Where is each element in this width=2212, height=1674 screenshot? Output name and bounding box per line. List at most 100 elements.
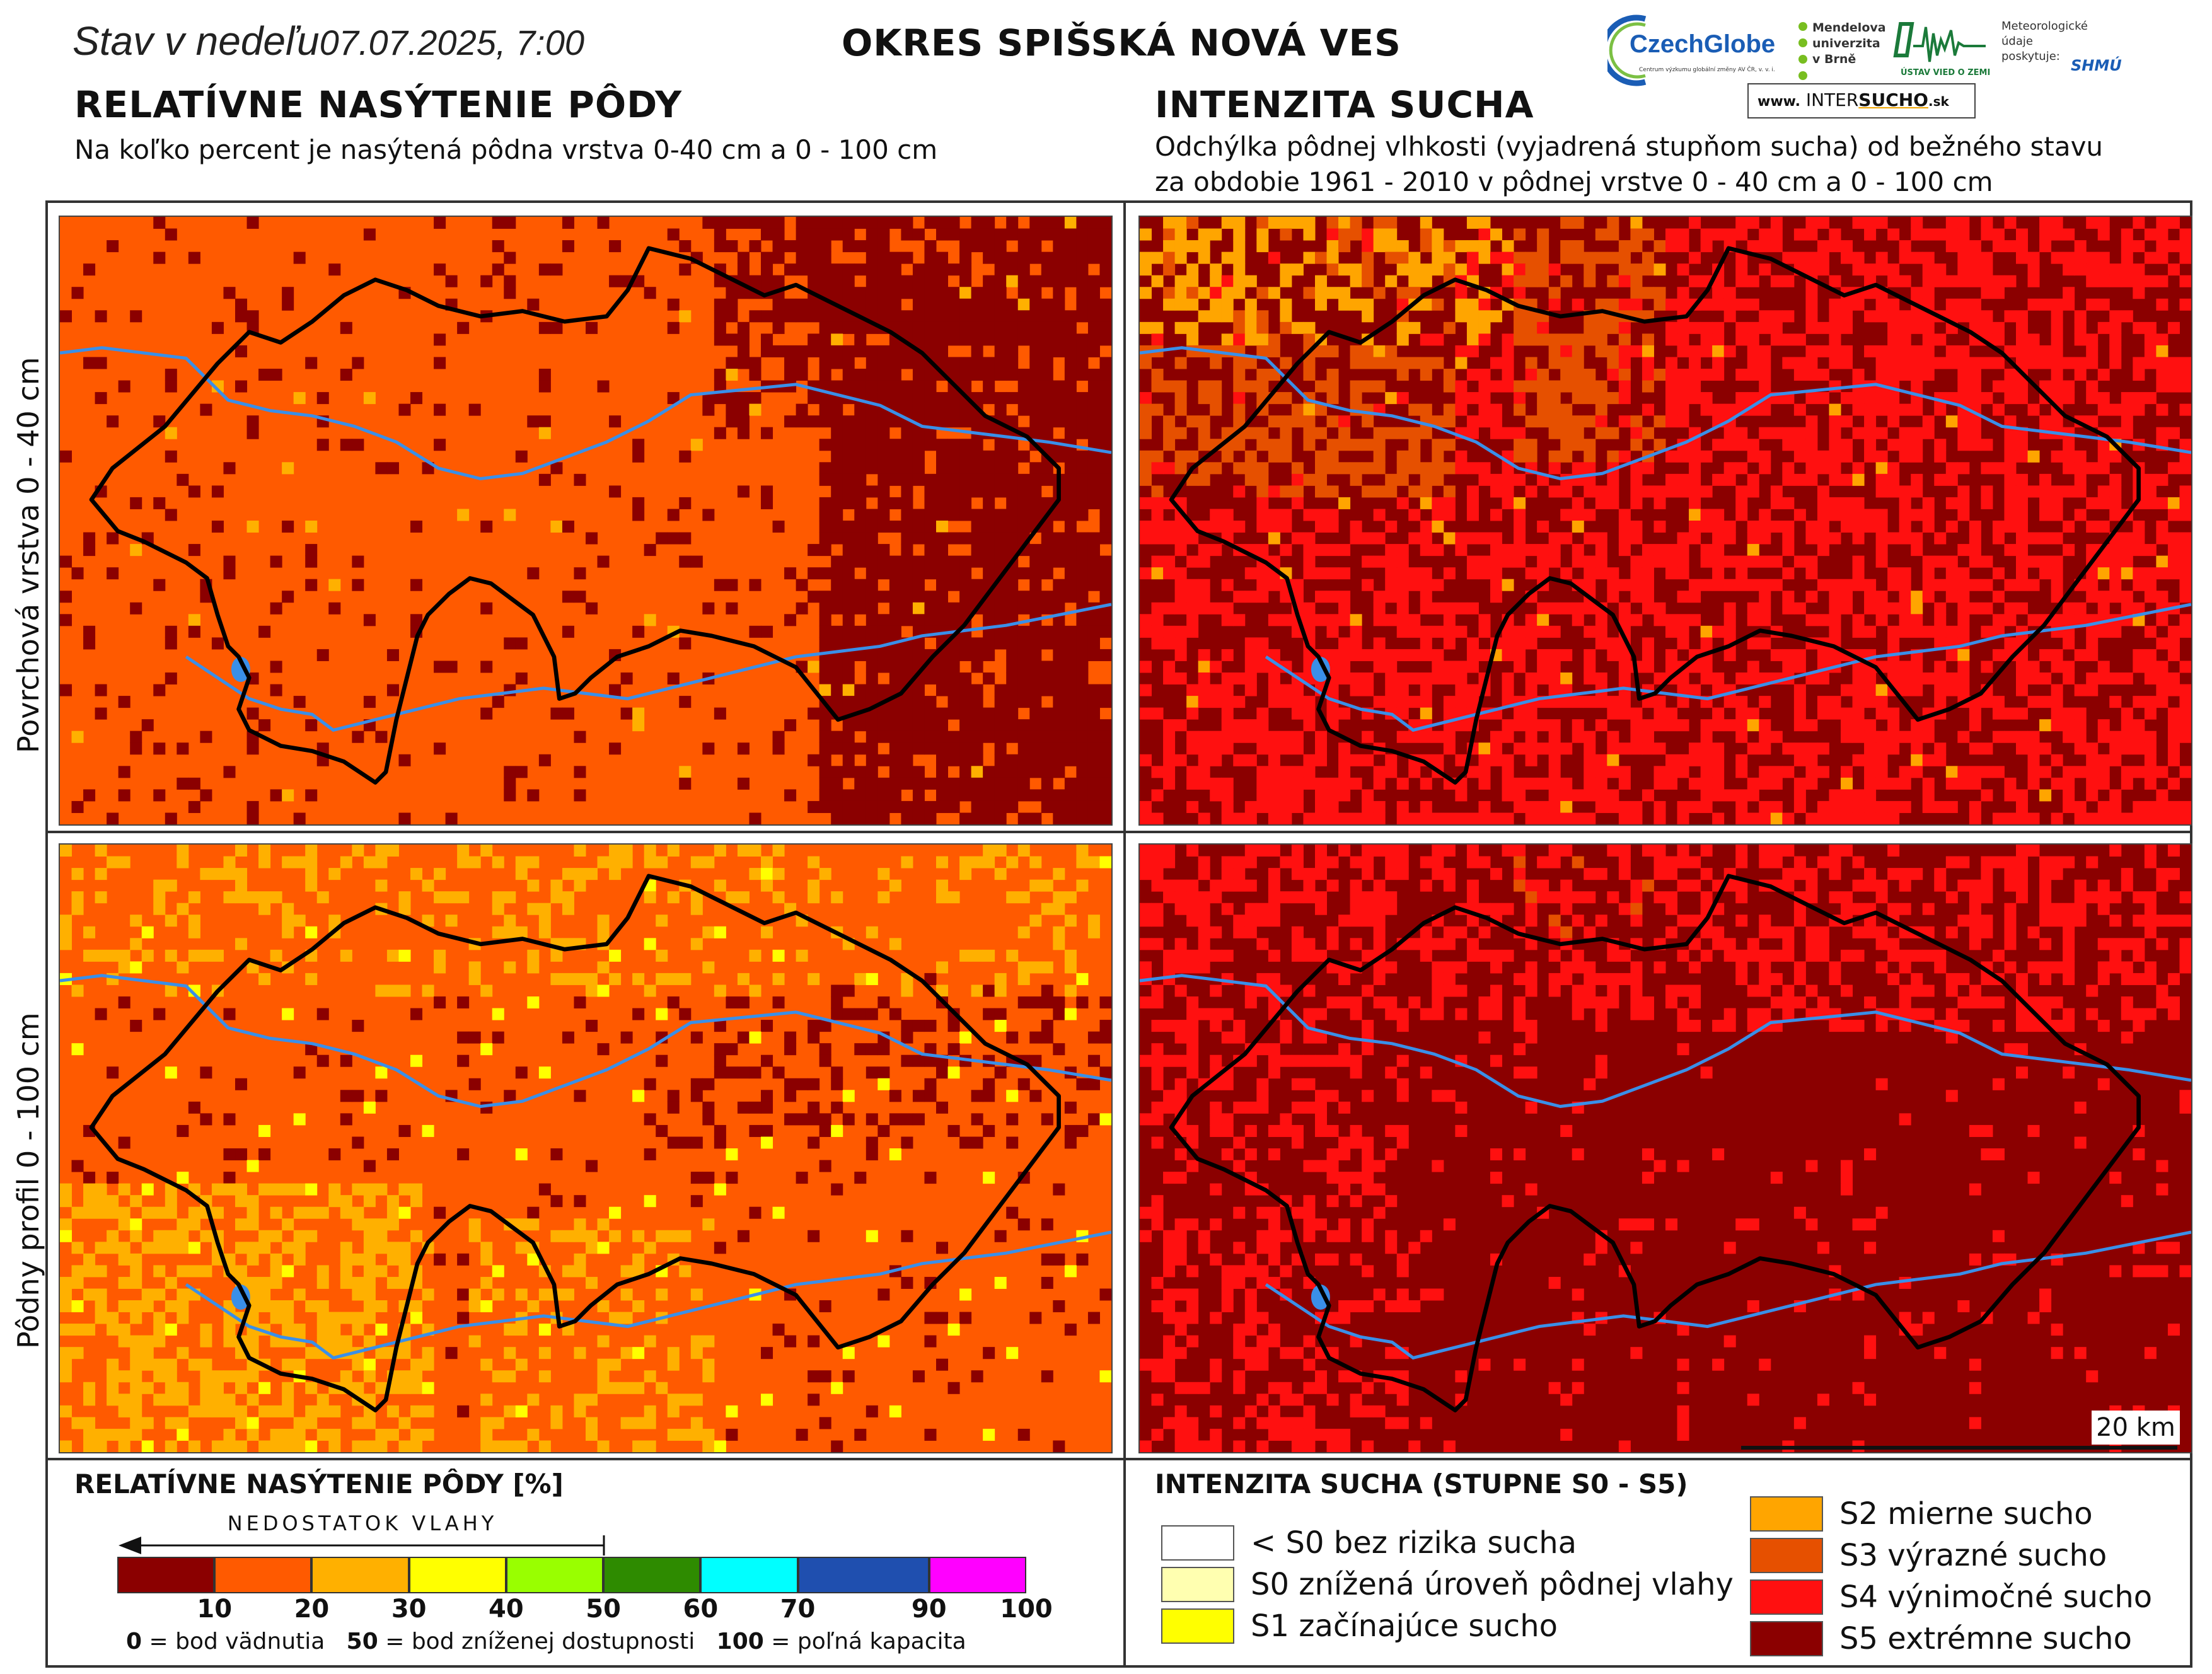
raster-cell	[924, 555, 937, 568]
raster-cell	[1642, 742, 1654, 755]
raster-cell	[1957, 263, 1970, 276]
raster-cell	[1432, 754, 1444, 766]
raster-cell	[1934, 228, 1947, 241]
raster-cell	[1326, 228, 1339, 241]
raster-cell	[1041, 672, 1053, 685]
raster-cell	[2179, 661, 2191, 673]
raster-cell	[398, 1206, 411, 1219]
raster-cell	[1140, 684, 1152, 696]
raster-cell	[2004, 240, 2017, 253]
raster-cell	[1256, 380, 1269, 393]
raster-cell	[1006, 439, 1019, 451]
raster-cell	[1362, 439, 1374, 451]
raster-cell	[2074, 730, 2087, 743]
raster-cell	[935, 473, 949, 486]
raster-cell	[889, 730, 901, 743]
raster-cell	[1595, 427, 1607, 439]
raster-cell	[235, 891, 248, 904]
raster-cell	[1064, 625, 1077, 638]
frame-divider-row	[45, 831, 2192, 833]
raster-cell	[947, 661, 960, 673]
raster-cell	[1723, 462, 1736, 475]
raster-cell	[1793, 789, 1806, 802]
raster-cell	[1584, 567, 1596, 580]
raster-cell	[2179, 544, 2191, 557]
raster-cell	[1053, 707, 1065, 720]
raster-cell	[1630, 427, 1643, 439]
raster-cell	[947, 310, 960, 323]
raster-cell	[2121, 719, 2133, 732]
raster-cell	[363, 228, 376, 241]
raster-cell	[632, 509, 645, 521]
raster-cell	[1864, 719, 1877, 732]
raster-cell	[211, 637, 224, 650]
raster-cell	[1076, 473, 1089, 486]
raster-cell	[1017, 754, 1030, 766]
raster-cell	[1099, 730, 1111, 743]
raster-cell	[1099, 357, 1111, 369]
raster-cell	[1537, 369, 1549, 381]
raster-cell	[1992, 462, 2005, 475]
raster-cell	[305, 1183, 318, 1196]
raster-cell	[877, 868, 890, 880]
raster-cell	[726, 891, 738, 904]
raster-cell	[994, 777, 1007, 790]
raster-cell	[983, 544, 995, 557]
raster-cell	[305, 1043, 318, 1056]
raster-cell	[2167, 742, 2180, 755]
raster-cell	[994, 521, 1007, 533]
raster-cell	[1817, 240, 1829, 253]
raster-cell	[947, 403, 960, 416]
raster-cell	[1041, 392, 1053, 405]
raster-cell	[947, 462, 960, 475]
raster-cell	[480, 661, 493, 673]
raster-cell	[1076, 298, 1089, 311]
raster-cell	[1198, 684, 1210, 696]
raster-cell	[1700, 521, 1713, 533]
raster-cell	[2004, 497, 2017, 509]
raster-cell	[935, 1066, 949, 1079]
raster-cell	[597, 926, 610, 938]
raster-cell	[60, 1218, 72, 1231]
raster-cell	[1514, 544, 1526, 557]
raster-cell	[1805, 812, 1818, 824]
raster-cell	[1642, 789, 1654, 802]
raster-cell	[1584, 602, 1596, 615]
raster-cell	[1665, 450, 1678, 463]
raster-cell	[1899, 345, 1911, 357]
raster-cell	[1420, 485, 1432, 498]
raster-cell	[2086, 579, 2099, 591]
raster-cell	[1584, 415, 1596, 428]
raster-cell	[2179, 403, 2191, 416]
raster-cell	[492, 240, 504, 253]
raster-cell	[1338, 462, 1351, 475]
raster-cell	[1712, 345, 1725, 357]
raster-cell	[1140, 497, 1152, 509]
raster-cell	[118, 1253, 130, 1266]
raster-cell	[386, 462, 399, 475]
raster-cell	[1174, 544, 1187, 557]
raster-cell	[130, 544, 142, 557]
raster-cell	[1163, 251, 1176, 264]
raster-cell	[1618, 602, 1631, 615]
raster-cell	[1514, 742, 1526, 755]
raster-cell	[808, 879, 820, 892]
raster-cell	[1630, 812, 1643, 824]
raster-cell	[1396, 579, 1409, 591]
raster-cell	[772, 321, 785, 334]
raster-cell	[831, 275, 843, 287]
raster-cell	[118, 380, 130, 393]
raster-cell	[1899, 532, 1911, 545]
raster-cell	[2063, 485, 2075, 498]
raster-cell	[130, 1195, 142, 1208]
raster-cell	[1064, 473, 1077, 486]
raster-cell	[912, 310, 925, 323]
raster-cell	[165, 1242, 177, 1254]
raster-cell	[1537, 555, 1549, 568]
raster-cell	[1198, 555, 1210, 568]
raster-cell	[1362, 730, 1374, 743]
raster-cell	[1029, 509, 1042, 521]
raster-cell	[644, 1242, 656, 1254]
raster-cell	[504, 275, 516, 287]
raster-cell	[726, 369, 738, 381]
